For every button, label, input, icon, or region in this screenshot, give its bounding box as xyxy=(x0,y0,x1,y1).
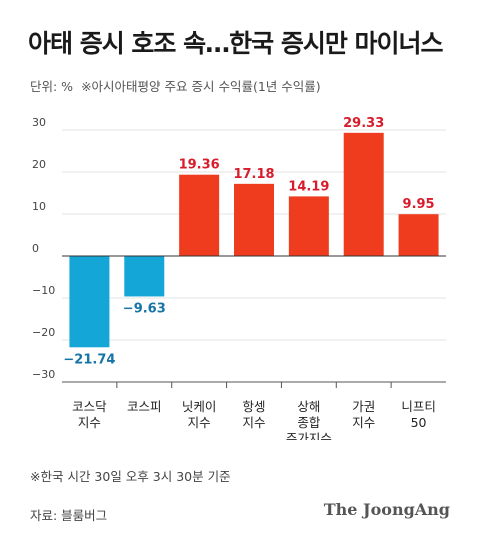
y-tick-label: 20 xyxy=(32,158,46,171)
category-label: 닛케이 xyxy=(182,399,217,414)
category-label: 가권 xyxy=(352,399,375,414)
y-tick-label: 0 xyxy=(32,242,39,255)
x-axis xyxy=(62,255,446,388)
value-label: −9.63 xyxy=(123,301,166,316)
bar xyxy=(124,256,165,297)
y-tick-label: 30 xyxy=(32,116,46,129)
bar xyxy=(234,183,274,256)
category-label: 상해 xyxy=(297,399,320,414)
value-label: 19.36 xyxy=(179,158,220,173)
category-label: 항셍 xyxy=(242,399,265,414)
category-label: 코스피 xyxy=(127,399,162,414)
bars xyxy=(69,132,439,348)
chart-note: ※아시아태평양 주요 증시 수익률(1년 수익률) xyxy=(81,79,321,94)
source-label: 자료: 블룸버그 xyxy=(30,508,108,523)
bar xyxy=(69,256,110,348)
unit-label: 단위: % xyxy=(30,79,74,94)
chart-title: 아태 증시 호조 속…한국 증시만 마이너스 xyxy=(28,29,444,58)
chart-subtitle: 단위: % ※아시아태평양 주요 증시 수익률(1년 수익률) xyxy=(30,76,321,95)
bar xyxy=(288,196,329,256)
bar xyxy=(179,174,220,256)
value-label: −21.74 xyxy=(63,352,115,367)
category-label: 지수 xyxy=(242,415,265,430)
y-tick-label: −20 xyxy=(32,326,55,339)
category-label: 종합 xyxy=(297,415,321,430)
footnote: ※한국 시간 30일 오후 3시 30분 기준 xyxy=(30,469,231,484)
category-label: 니프티 xyxy=(401,399,436,414)
value-label: 29.33 xyxy=(343,116,384,131)
bar xyxy=(343,132,384,256)
category-label: 코스닥 xyxy=(72,399,107,414)
category-label: 50 xyxy=(411,415,427,430)
y-tick-label: −10 xyxy=(32,284,55,297)
category-label: 지수 xyxy=(352,415,375,430)
value-label: 14.19 xyxy=(288,179,329,194)
y-tick-label: 10 xyxy=(32,200,46,213)
y-axis-ticks: 30 20 10 0 −10 −20 −30 xyxy=(32,116,55,381)
y-tick-label: −30 xyxy=(32,368,55,381)
brand-logo: The JoongAng xyxy=(323,500,450,519)
value-labels: −21.74 −9.63 19.36 17.18 14.19 29.33 9.95 xyxy=(63,116,434,367)
category-label: 지수 xyxy=(78,415,101,430)
category-label: 지수 xyxy=(188,415,211,430)
category-label: 주가지수 xyxy=(286,431,332,440)
value-label: 17.18 xyxy=(233,167,274,182)
bar-chart: 30 20 10 0 −10 −20 −30 −21.74 −9.63 19.36 17.18 14… xyxy=(32,116,446,440)
value-label: 9.95 xyxy=(403,197,435,212)
bar xyxy=(398,214,439,256)
